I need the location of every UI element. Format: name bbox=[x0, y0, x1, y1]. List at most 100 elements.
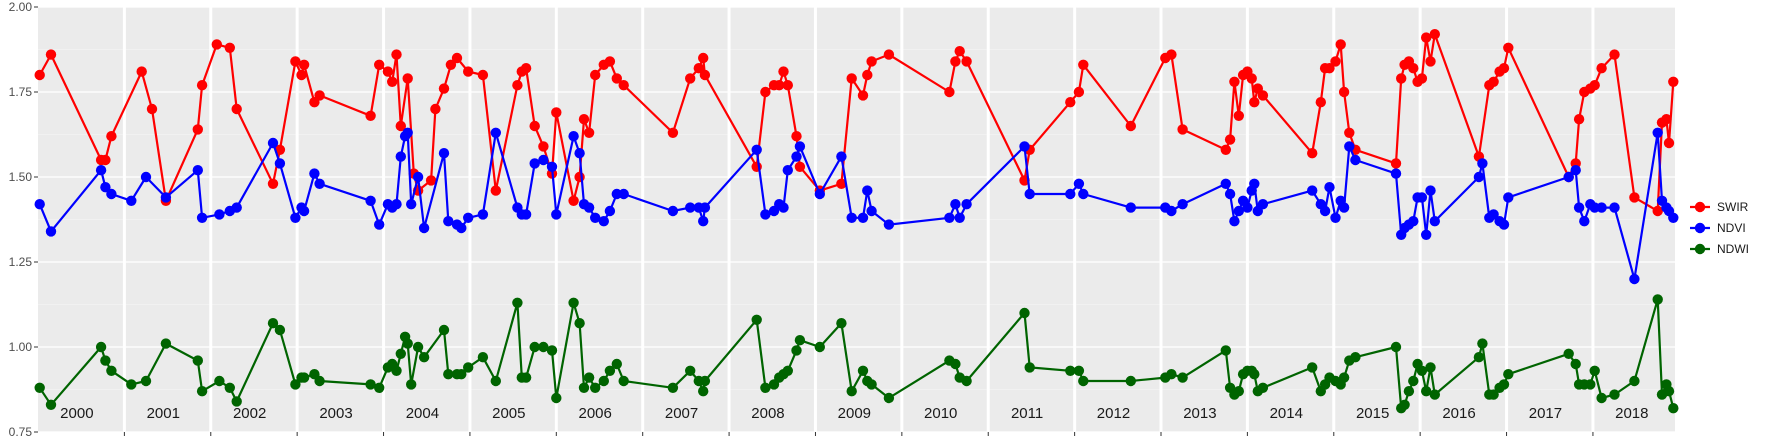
data-point-ndwi bbox=[1498, 379, 1510, 390]
data-point-ndvi bbox=[583, 202, 595, 213]
data-point-ndvi bbox=[1319, 205, 1331, 217]
data-point-ndvi bbox=[1350, 154, 1361, 166]
data-point-ndwi bbox=[699, 375, 711, 387]
data-point-ndvi bbox=[365, 195, 376, 206]
legend: SWIR NDVI NDWI bbox=[1690, 200, 1749, 256]
data-point-swir bbox=[1390, 158, 1402, 169]
data-point-swir bbox=[1498, 62, 1510, 74]
data-point-ndvi bbox=[944, 212, 955, 223]
data-point-ndvi bbox=[490, 127, 501, 138]
data-point-ndwi bbox=[1563, 348, 1574, 359]
data-point-ndvi bbox=[1408, 216, 1419, 227]
grid-major bbox=[38, 6, 1675, 433]
data-point-swir bbox=[1425, 56, 1436, 67]
data-point-swir bbox=[866, 56, 877, 67]
data-point-ndvi bbox=[1429, 216, 1441, 227]
data-point-swir bbox=[1596, 62, 1607, 74]
data-point-ndwi bbox=[34, 382, 45, 393]
data-point-swir bbox=[944, 86, 955, 98]
data-point-ndvi bbox=[443, 216, 454, 227]
data-point-ndvi bbox=[463, 212, 474, 223]
data-point-ndvi bbox=[862, 185, 873, 196]
year-label: 2009 bbox=[838, 405, 871, 422]
legend-label-ndvi: NDVI bbox=[1717, 221, 1746, 235]
data-point-swir bbox=[477, 69, 489, 81]
data-point-swir bbox=[1229, 76, 1240, 88]
data-point-ndvi bbox=[1488, 209, 1499, 220]
data-point-ndvi bbox=[685, 202, 696, 213]
data-point-ndwi bbox=[95, 341, 107, 353]
data-point-swir bbox=[146, 103, 158, 115]
data-point-swir bbox=[685, 73, 696, 84]
data-point-swir bbox=[782, 80, 793, 91]
data-point-swir bbox=[1065, 97, 1076, 108]
data-point-swir bbox=[883, 49, 895, 60]
data-point-ndwi bbox=[1589, 365, 1600, 376]
data-point-ndvi bbox=[1229, 216, 1240, 227]
data-point-ndvi bbox=[1344, 141, 1355, 152]
data-point-ndwi bbox=[45, 399, 57, 410]
data-point-swir bbox=[402, 73, 413, 84]
data-point-swir bbox=[314, 90, 325, 101]
data-point-ndwi bbox=[1177, 372, 1188, 383]
data-point-swir bbox=[1661, 114, 1672, 125]
data-point-swir bbox=[857, 90, 869, 101]
data-point-ndwi bbox=[520, 372, 532, 383]
data-point-ndwi bbox=[538, 341, 549, 353]
data-point-swir bbox=[290, 56, 301, 67]
year-label: 2013 bbox=[1183, 405, 1216, 422]
data-point-ndwi bbox=[1629, 375, 1640, 387]
data-point-ndvi bbox=[438, 148, 450, 159]
data-point-ndwi bbox=[490, 375, 501, 387]
data-point-ndvi bbox=[412, 171, 424, 183]
data-point-ndvi bbox=[1579, 216, 1590, 227]
data-point-ndvi bbox=[290, 212, 301, 223]
data-point-swir bbox=[1629, 192, 1640, 203]
y-tick-label: 1.75 bbox=[9, 85, 33, 99]
data-point-swir bbox=[791, 131, 802, 142]
data-point-ndvi bbox=[1563, 171, 1574, 183]
data-point-ndwi bbox=[100, 355, 111, 366]
data-point-swir bbox=[490, 185, 501, 196]
year-label: 2002 bbox=[233, 405, 266, 422]
data-point-ndvi bbox=[1573, 202, 1585, 213]
data-point-swir bbox=[1589, 80, 1600, 91]
data-point-ndvi bbox=[551, 209, 562, 220]
data-point-ndwi bbox=[1220, 345, 1232, 356]
data-point-ndwi bbox=[546, 345, 558, 356]
data-point-ndvi bbox=[1609, 202, 1620, 213]
data-point-ndvi bbox=[574, 148, 585, 159]
data-point-ndvi bbox=[961, 199, 972, 210]
data-point-ndvi bbox=[456, 222, 467, 234]
data-point-ndvi bbox=[846, 212, 857, 223]
data-point-swir bbox=[778, 66, 789, 77]
data-point-ndvi bbox=[1257, 199, 1269, 210]
data-point-ndvi bbox=[604, 205, 616, 217]
data-point-ndvi bbox=[1220, 178, 1232, 189]
data-point-ndvi bbox=[1019, 141, 1030, 152]
data-point-swir bbox=[45, 49, 57, 60]
series-ndvi bbox=[34, 127, 1679, 285]
data-point-swir bbox=[512, 80, 523, 91]
data-point-swir bbox=[1257, 90, 1269, 101]
data-point-ndvi bbox=[866, 205, 877, 217]
data-point-ndvi bbox=[391, 199, 402, 210]
data-point-swir bbox=[451, 52, 463, 64]
data-point-ndwi bbox=[1421, 386, 1432, 397]
data-point-swir bbox=[1330, 56, 1341, 67]
data-point-ndvi bbox=[1503, 192, 1514, 203]
data-point-swir bbox=[568, 195, 579, 206]
data-point-swir bbox=[836, 178, 847, 189]
data-point-ndwi bbox=[214, 375, 225, 387]
data-point-ndwi bbox=[1416, 365, 1428, 376]
data-point-ndwi bbox=[456, 369, 467, 380]
data-point-swir bbox=[1573, 114, 1585, 125]
data-point-ndwi bbox=[290, 379, 301, 390]
data-point-swir bbox=[950, 56, 961, 67]
data-point-swir bbox=[961, 56, 972, 67]
data-point-swir bbox=[1609, 49, 1620, 60]
data-point-ndvi bbox=[160, 192, 172, 203]
data-point-ndvi bbox=[314, 178, 325, 189]
data-point-ndvi bbox=[598, 216, 609, 227]
